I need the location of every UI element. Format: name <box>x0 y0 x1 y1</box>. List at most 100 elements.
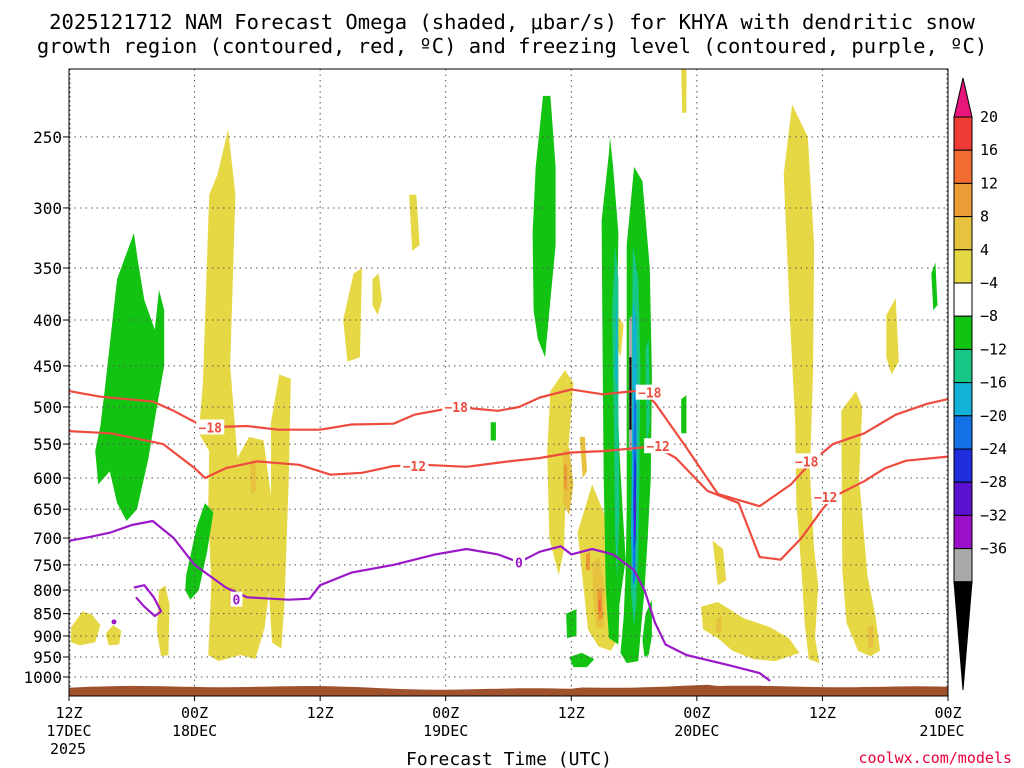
omega-region-32 <box>532 95 556 358</box>
omega-region-12 <box>701 602 800 662</box>
xtick-label-date-12: 18DEC <box>172 722 217 740</box>
ytick-label-250: 250 <box>33 128 62 147</box>
contour-neg18 <box>68 388 949 508</box>
omega-region-18 <box>562 447 574 516</box>
colorbar-swatch-3 <box>953 182 973 218</box>
terrain-layer <box>69 684 948 696</box>
colorbar-swatch-2 <box>953 149 973 184</box>
omega-region-16 <box>681 69 687 113</box>
contour-label-bg-neg18-2 <box>635 384 664 400</box>
omega-region-38 <box>681 395 687 434</box>
omega-region-31 <box>490 422 496 441</box>
ytick-label-1000: 1000 <box>23 668 62 687</box>
xtick-label-time-48: 12Z <box>558 704 585 722</box>
xtick-label-date-60: 20DEC <box>674 722 719 740</box>
colorbar-swatch-13 <box>953 514 973 550</box>
colorbar-swatch-11 <box>953 448 973 483</box>
colorbar-swatch-10 <box>953 415 973 450</box>
contour-label-bg-neg18-0 <box>196 419 225 435</box>
omega-region-15 <box>886 298 899 375</box>
omega-region-2 <box>156 585 170 657</box>
colorbar-top-arrow <box>953 77 973 118</box>
omega-region-20 <box>579 436 587 478</box>
contour-label-bg-neg12-0 <box>400 458 429 474</box>
contour-label-zero-0: 0 <box>233 594 241 609</box>
colorbar-label-4: 4 <box>980 241 989 259</box>
omega-region-24 <box>867 625 874 649</box>
xtick-label-time-36: 00Z <box>432 704 459 722</box>
contour-label-neg18-1: −18 <box>444 401 468 416</box>
y-axis: 250 300 350 400 450 500 550 600 650 700 750 800 850 9… <box>23 128 69 687</box>
credit-text: coolwx.com/models <box>858 749 1012 767</box>
contour-label-bg-zero-0 <box>230 591 243 607</box>
ytick-label-600: 600 <box>33 469 62 488</box>
ytick-label-500: 500 <box>33 398 62 417</box>
colorbar-swatch-6 <box>953 282 973 317</box>
colorbar-swatch-7 <box>953 315 973 350</box>
ytick-label-300: 300 <box>33 199 62 218</box>
xtick-label-time-0: 12Z <box>55 704 82 722</box>
omega-region-39 <box>931 262 938 311</box>
omega-region-34 <box>569 652 595 668</box>
omega-region-37 <box>642 599 652 657</box>
xtick-label-time-72: 12Z <box>809 704 836 722</box>
omega-region-1 <box>105 625 122 646</box>
contour-label-zero-1: 0 <box>515 556 523 571</box>
contour-label-neg18-2: −18 <box>638 387 662 402</box>
colorbar-label-2: 12 <box>980 174 998 192</box>
ytick-label-850: 850 <box>33 605 62 624</box>
terrain-ground <box>69 684 948 696</box>
chart-title-line1: 2025121712 NAM Forecast Omega (shaded, μ… <box>49 10 975 34</box>
contour-label-bg-neg18-1 <box>442 398 471 414</box>
ytick-label-750: 750 <box>33 556 62 575</box>
contour-neg12 <box>68 430 949 561</box>
omega-region-4 <box>268 374 291 649</box>
xtick-label-date-84: 21DEC <box>919 722 964 740</box>
plot-frame <box>68 68 949 697</box>
colorbar-label-0: 20 <box>980 108 998 126</box>
ytick-label-950: 950 <box>33 648 62 667</box>
ytick-label-800: 800 <box>33 581 62 600</box>
contour-label-bg-zero-1 <box>512 554 525 570</box>
colorbar-label-5: −4 <box>980 274 998 292</box>
contour-label-neg18-3: −18 <box>795 455 819 470</box>
omega-region-40 <box>612 245 620 581</box>
contour-label-bg-neg12-1 <box>644 438 673 454</box>
contour-zero <box>68 519 771 682</box>
contour-label-bg-neg12-2 <box>811 488 840 504</box>
ytick-label-900: 900 <box>33 627 62 646</box>
colorbar-swatch-5 <box>953 249 973 284</box>
contour-label-neg12-0: −12 <box>403 460 426 475</box>
omega-region-49 <box>629 357 632 430</box>
colorbar-label-3: 8 <box>980 208 989 226</box>
chart-title-line2: growth region (contoured, red, ºC) and f… <box>37 34 987 58</box>
contour-label-bg-neg18-3 <box>792 453 821 469</box>
omega-region-0 <box>71 611 101 646</box>
colorbar-label-1: 16 <box>980 141 998 159</box>
colorbar-bottom-arrow <box>953 581 973 691</box>
omega-region-7 <box>409 194 420 251</box>
omega-region-26 <box>564 464 568 491</box>
colorbar-label-6: −8 <box>980 307 998 325</box>
omega-region-29 <box>95 233 165 521</box>
colorbar-label-8: −16 <box>980 374 1007 392</box>
omega-region-33 <box>566 609 577 639</box>
omega-region-6 <box>372 273 382 316</box>
xtick-label-time-24: 12Z <box>307 704 334 722</box>
omega-region-44 <box>615 300 618 392</box>
xtick-label-year-0: 2025 <box>50 740 86 758</box>
omega-region-5 <box>343 268 362 362</box>
contour-label-neg12-2: −12 <box>814 491 837 506</box>
colorbar-label-13: −36 <box>980 540 1007 558</box>
omega-region-27 <box>585 551 591 571</box>
colorbar-label-9: −20 <box>980 407 1007 425</box>
xtick-label-date-0: 17DEC <box>46 722 91 740</box>
omega-region-23 <box>715 617 722 634</box>
ytick-label-350: 350 <box>33 259 62 278</box>
omega-region-14 <box>841 391 880 657</box>
omega-region-47 <box>634 490 636 538</box>
omega-region-30 <box>185 503 214 600</box>
colorbar-swatch-14 <box>953 548 973 583</box>
